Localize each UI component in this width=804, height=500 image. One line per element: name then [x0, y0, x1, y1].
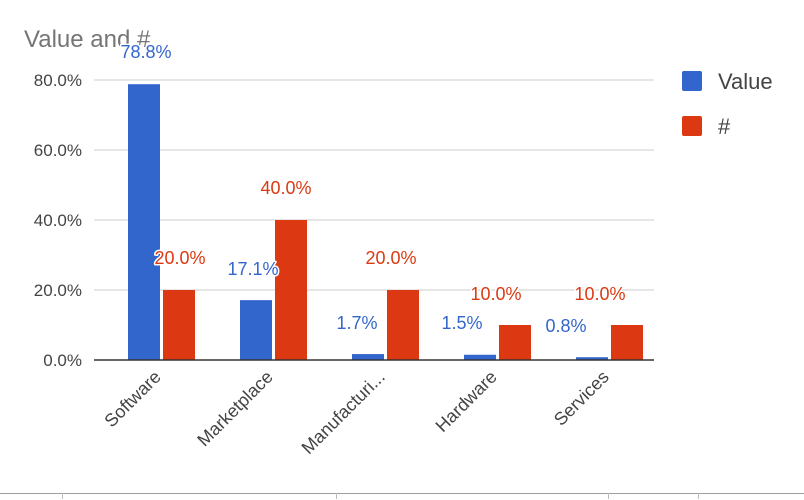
- data-label-value-0: 78.8%: [120, 42, 171, 62]
- bar-count-2: [387, 290, 419, 360]
- data-label-value-3: 1.5%: [441, 313, 482, 333]
- y-tick-label: 20.0%: [34, 281, 82, 300]
- x-tick-label: Marketplace: [193, 367, 276, 450]
- x-axis-labels: Software Marketplace Manufacturi... Hardwar…: [100, 367, 612, 458]
- bar-value-2: [352, 354, 384, 360]
- bottom-divider-tick: [608, 493, 609, 499]
- bar-value-0: [128, 84, 160, 360]
- bottom-divider-tick: [698, 493, 699, 499]
- data-label-count-2: 20.0%: [365, 248, 416, 268]
- legend-label-count: #: [718, 114, 731, 139]
- data-label-value-4: 0.8%: [545, 316, 586, 336]
- legend-swatch-count: [682, 116, 702, 136]
- bar-count-3: [499, 325, 531, 360]
- data-label-count-1: 40.0%: [260, 178, 311, 198]
- y-axis-ticks: 0.0% 20.0% 40.0% 60.0% 80.0%: [34, 71, 82, 370]
- data-label-count-4: 10.0%: [574, 284, 625, 304]
- y-tick-label: 40.0%: [34, 211, 82, 230]
- chart-title: Value and #: [24, 26, 151, 53]
- bottom-divider: [0, 493, 804, 494]
- bottom-divider-tick: [336, 493, 337, 499]
- data-label-count-0: 20.0%: [154, 248, 205, 268]
- data-label-value-1: 17.1%: [227, 259, 278, 279]
- bar-value-1: [240, 300, 272, 360]
- y-tick-label: 0.0%: [43, 351, 82, 370]
- x-tick-label: Services: [550, 367, 613, 430]
- y-tick-label: 80.0%: [34, 71, 82, 90]
- bar-count-1: [275, 220, 307, 360]
- y-tick-label: 60.0%: [34, 141, 82, 160]
- bar-count-0: [163, 290, 195, 360]
- x-tick-label: Manufacturi...: [298, 367, 389, 458]
- bar-count-4: [611, 325, 643, 360]
- bar-value-3: [464, 354, 496, 360]
- x-tick-label: Hardware: [432, 367, 501, 436]
- bars: [128, 84, 643, 360]
- bottom-divider-tick: [62, 493, 63, 499]
- legend: Value #: [682, 69, 773, 139]
- x-tick-label: Software: [100, 367, 164, 431]
- legend-swatch-value: [682, 71, 702, 91]
- data-label-value-2: 1.7%: [336, 313, 377, 333]
- data-labels: 78.8% 17.1% 1.7% 1.5% 0.8% 20.0% 40.0% 20.0% 10.…: [119, 41, 627, 338]
- legend-label-value: Value: [718, 69, 773, 94]
- bar-value-4: [576, 357, 608, 360]
- data-label-count-3: 10.0%: [470, 284, 521, 304]
